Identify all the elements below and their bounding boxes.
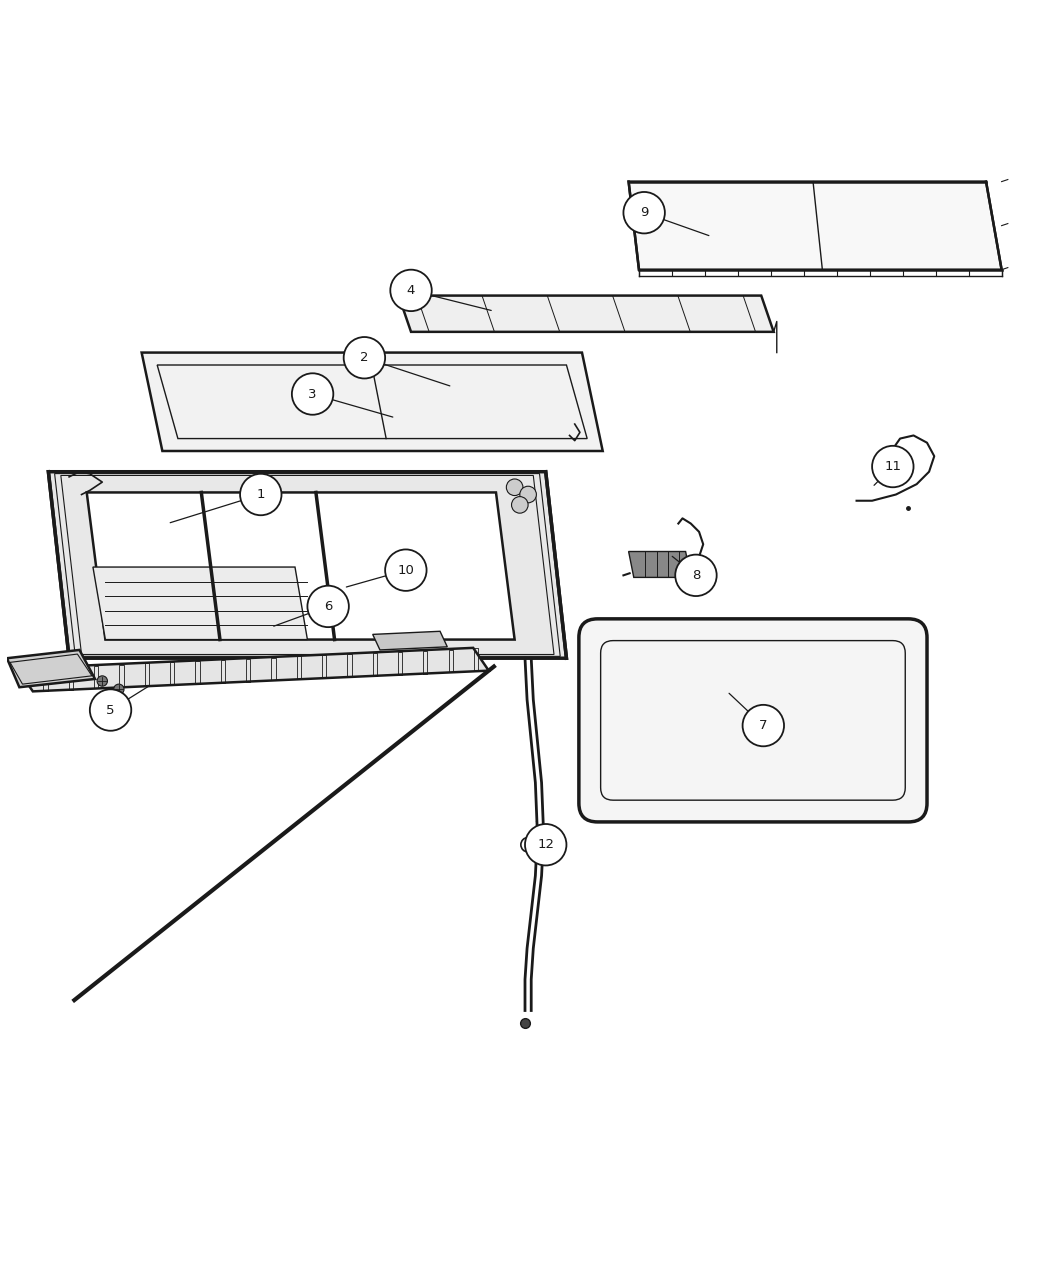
Polygon shape	[629, 181, 1002, 270]
Text: 3: 3	[309, 388, 317, 400]
Polygon shape	[7, 650, 94, 687]
Text: 5: 5	[106, 704, 114, 717]
Text: 11: 11	[884, 460, 901, 473]
Circle shape	[521, 838, 536, 852]
Text: 1: 1	[256, 488, 265, 501]
Circle shape	[97, 676, 107, 686]
Text: 7: 7	[759, 719, 768, 732]
Text: 2: 2	[360, 351, 369, 365]
Circle shape	[675, 555, 717, 595]
Circle shape	[90, 690, 131, 731]
Text: 12: 12	[538, 838, 554, 852]
Text: 8: 8	[692, 569, 700, 581]
Polygon shape	[93, 567, 308, 640]
Circle shape	[624, 193, 665, 233]
Circle shape	[520, 486, 537, 502]
FancyBboxPatch shape	[579, 618, 927, 822]
Polygon shape	[17, 648, 488, 691]
Circle shape	[506, 479, 523, 496]
Polygon shape	[629, 552, 691, 578]
Text: 9: 9	[639, 207, 648, 219]
Circle shape	[391, 270, 432, 311]
Circle shape	[525, 824, 566, 866]
Polygon shape	[373, 631, 447, 650]
Circle shape	[113, 695, 124, 705]
Polygon shape	[87, 492, 514, 640]
Circle shape	[308, 585, 349, 627]
Polygon shape	[158, 365, 587, 439]
Circle shape	[113, 685, 124, 695]
Text: 6: 6	[324, 601, 333, 613]
Circle shape	[240, 474, 281, 515]
Circle shape	[292, 374, 333, 414]
Circle shape	[511, 496, 528, 513]
Text: 10: 10	[397, 564, 415, 576]
Circle shape	[343, 337, 385, 379]
Circle shape	[873, 446, 914, 487]
Polygon shape	[10, 654, 92, 685]
Circle shape	[385, 550, 426, 590]
Polygon shape	[48, 472, 566, 658]
Polygon shape	[142, 353, 603, 451]
Text: 4: 4	[406, 284, 415, 297]
Circle shape	[742, 705, 784, 746]
Polygon shape	[399, 296, 774, 332]
